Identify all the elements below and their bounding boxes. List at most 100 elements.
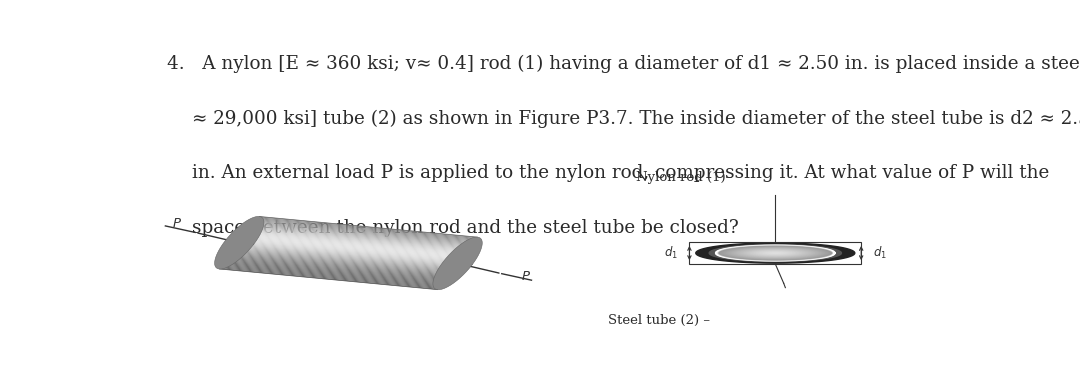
Polygon shape: [227, 258, 446, 280]
Polygon shape: [433, 237, 483, 290]
Polygon shape: [741, 249, 809, 257]
Polygon shape: [241, 240, 460, 262]
Polygon shape: [246, 232, 465, 254]
Polygon shape: [728, 247, 822, 259]
Polygon shape: [753, 250, 798, 256]
Polygon shape: [737, 248, 813, 258]
Polygon shape: [751, 250, 799, 256]
Text: in. An external load P is applied to the nylon rod, compressing it. At what valu: in. An external load P is applied to the…: [192, 164, 1050, 182]
Polygon shape: [255, 222, 473, 243]
Text: Steel tube (2) –: Steel tube (2) –: [608, 314, 710, 327]
Polygon shape: [243, 237, 461, 259]
Polygon shape: [754, 250, 797, 256]
Polygon shape: [235, 246, 455, 268]
Bar: [689, 242, 861, 264]
Polygon shape: [759, 251, 791, 255]
Polygon shape: [220, 266, 440, 288]
Polygon shape: [231, 253, 449, 275]
Text: space between the nylon rod and the steel tube be closed?: space between the nylon rod and the stee…: [192, 219, 739, 237]
Polygon shape: [758, 251, 793, 255]
Polygon shape: [258, 217, 477, 239]
Polygon shape: [252, 225, 471, 247]
Polygon shape: [739, 248, 812, 258]
Text: P: P: [173, 217, 181, 230]
Polygon shape: [226, 259, 445, 281]
Polygon shape: [226, 260, 444, 282]
Polygon shape: [249, 228, 469, 249]
Polygon shape: [219, 268, 438, 290]
Polygon shape: [240, 242, 458, 263]
Polygon shape: [770, 252, 781, 254]
Text: P: P: [522, 270, 530, 283]
Polygon shape: [229, 256, 447, 277]
Polygon shape: [745, 249, 806, 257]
Polygon shape: [232, 252, 451, 273]
Polygon shape: [233, 250, 453, 271]
Polygon shape: [222, 264, 442, 285]
Polygon shape: [762, 252, 788, 255]
Polygon shape: [255, 221, 474, 242]
Polygon shape: [257, 218, 476, 240]
Polygon shape: [768, 252, 782, 254]
Polygon shape: [731, 247, 820, 259]
Polygon shape: [235, 247, 455, 269]
Polygon shape: [710, 245, 841, 262]
Polygon shape: [225, 261, 444, 283]
Polygon shape: [242, 238, 461, 260]
Polygon shape: [743, 249, 808, 257]
Polygon shape: [740, 248, 811, 258]
Polygon shape: [229, 255, 448, 276]
Polygon shape: [732, 248, 818, 258]
Polygon shape: [747, 250, 804, 257]
Polygon shape: [243, 237, 462, 258]
Polygon shape: [727, 247, 824, 259]
Polygon shape: [220, 267, 438, 289]
Polygon shape: [251, 227, 470, 248]
Polygon shape: [244, 235, 463, 257]
Text: ≈ 29,000 ksi] tube (2) as shown in Figure P3.7. The inside diameter of the steel: ≈ 29,000 ksi] tube (2) as shown in Figur…: [192, 110, 1080, 128]
Polygon shape: [241, 239, 460, 261]
Polygon shape: [227, 258, 446, 279]
Polygon shape: [234, 249, 453, 270]
Polygon shape: [761, 251, 789, 255]
Polygon shape: [238, 243, 457, 265]
Polygon shape: [696, 243, 855, 263]
Polygon shape: [757, 251, 794, 255]
Polygon shape: [249, 229, 469, 250]
Polygon shape: [234, 248, 454, 270]
Text: Nylon rod (1)–: Nylon rod (1)–: [635, 170, 732, 184]
Polygon shape: [248, 230, 467, 252]
Polygon shape: [748, 250, 802, 257]
Polygon shape: [248, 230, 468, 251]
Polygon shape: [723, 247, 828, 260]
Text: $d_1$: $d_1$: [664, 245, 678, 261]
Polygon shape: [721, 246, 829, 260]
Polygon shape: [252, 226, 470, 248]
Polygon shape: [730, 247, 821, 259]
Polygon shape: [750, 250, 801, 256]
Polygon shape: [253, 224, 472, 246]
Polygon shape: [230, 254, 449, 276]
Polygon shape: [256, 220, 475, 242]
Polygon shape: [224, 262, 443, 283]
Polygon shape: [215, 217, 264, 269]
Polygon shape: [724, 247, 826, 260]
Polygon shape: [719, 246, 831, 260]
Polygon shape: [238, 245, 456, 266]
Polygon shape: [258, 217, 477, 238]
Polygon shape: [767, 252, 784, 254]
Polygon shape: [764, 252, 786, 255]
Polygon shape: [244, 236, 463, 257]
Polygon shape: [718, 246, 833, 260]
Polygon shape: [755, 250, 795, 256]
Polygon shape: [716, 245, 835, 261]
Polygon shape: [734, 248, 816, 258]
Polygon shape: [246, 233, 464, 255]
Polygon shape: [228, 257, 447, 278]
Polygon shape: [257, 219, 475, 241]
Polygon shape: [239, 243, 458, 264]
Polygon shape: [224, 263, 443, 285]
Text: 4.   A nylon [E ≈ 360 ksi; v≈ 0.4] rod (1) having a diameter of d1 ≈ 2.50 in. is: 4. A nylon [E ≈ 360 ksi; v≈ 0.4] rod (1)…: [166, 55, 1080, 73]
Polygon shape: [231, 252, 450, 274]
Polygon shape: [744, 249, 807, 257]
